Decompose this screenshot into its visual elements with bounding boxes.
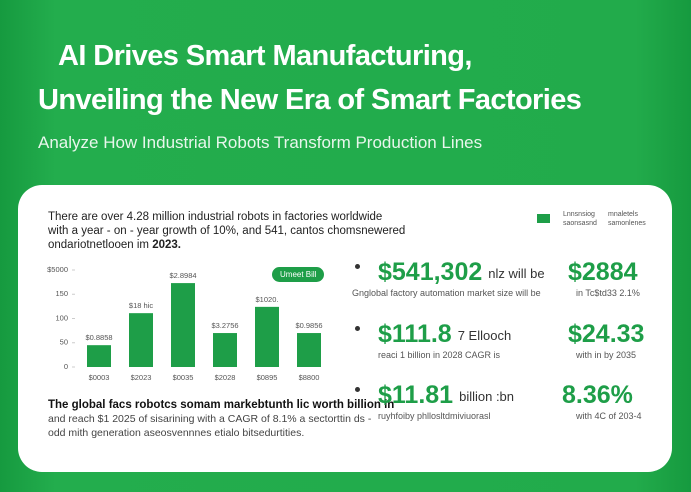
subtitle: Analyze How Industrial Robots Transform … (38, 133, 483, 152)
legend-text: Lnnsnsiog (563, 211, 595, 218)
y-tick-label: 0 (64, 362, 68, 371)
stat-caption: Gnglobal factory automation market size … (352, 288, 541, 298)
bar-label: $3.2756 (211, 321, 238, 330)
legend-item: Lnnsnsiog saonsasnd (563, 210, 597, 228)
stat-value: $111.8 (378, 320, 452, 348)
stat-right-caption: in Tc$td33 2.1% (576, 288, 640, 298)
intro-line: There are over 4.28 million industrial r… (48, 211, 383, 223)
legend-text: samonlenes (608, 220, 646, 227)
intro-text: ondariotnetlooen im (48, 239, 150, 251)
stat-value: $11.81 (378, 381, 454, 409)
legend-text: mnaletels (608, 211, 638, 218)
y-tick-label: 150 (55, 289, 68, 298)
bar (297, 333, 321, 367)
chart-badge: Umeet Bill (272, 267, 325, 282)
stat-right-caption: with in by 2035 (576, 350, 637, 360)
footer-line: odd mith generation aseosvennnes etialo … (48, 427, 305, 439)
bar (171, 283, 195, 367)
title-line: Unveiling the New Era of Smart Factories (38, 84, 582, 116)
title-line: AI Drives Smart Manufacturing, (58, 40, 472, 72)
y-tick-label: 100 (55, 313, 68, 322)
stat-unit: nlz will be (488, 266, 545, 281)
bar-label: $18 hic (129, 301, 153, 310)
stat-right-value: $2884 (568, 258, 638, 286)
x-tick-label: $2028 (215, 373, 236, 382)
x-tick-label: $2023 (131, 373, 152, 382)
card (18, 185, 672, 472)
bar-chart: 0 50 100 150 $5000 $0003 $0.8858 $2023 $18 hic $0… (47, 265, 322, 382)
bullet (355, 326, 360, 331)
bar (129, 313, 153, 367)
bar-label: $1020. (256, 295, 279, 304)
x-tick-label: $0895 (257, 373, 278, 382)
bar (87, 345, 111, 367)
stat-unit: billion :bn (459, 389, 515, 404)
x-tick-label: $8800 (299, 373, 320, 382)
stat-caption: reaci 1 billion in 2028 CAGR is (378, 350, 501, 360)
x-tick-label: $0035 (173, 373, 194, 382)
legend-swatch (537, 214, 550, 223)
intro-line: ondariotnetlooen im 2023. (48, 239, 181, 251)
stat-right-value: 8.36% (562, 381, 633, 409)
bar (213, 333, 237, 367)
legend-item: mnaletels samonlenes (608, 210, 646, 228)
bullet (355, 387, 360, 392)
footer-line: and reach $1 2025 of sisarining with a C… (48, 413, 372, 425)
bar-label: $0.8858 (85, 333, 112, 342)
intro-line: with a year - on - year growth of 10%, a… (48, 225, 406, 237)
intro-bold: 2023. (152, 239, 181, 251)
y-tick-label: 50 (60, 338, 68, 347)
bullet (355, 264, 360, 269)
bar-label: $2.8984 (169, 271, 196, 280)
bar-label: $0.9856 (295, 321, 322, 330)
stat-caption: ruyhfoiby phllosltdmiviuorasl (378, 411, 491, 421)
x-tick-label: $0003 (89, 373, 110, 382)
stat-right-value: $24.33 (568, 320, 645, 348)
stat-unit: 7 Ellooch (457, 328, 512, 343)
stat-right-caption: with 4C of 203-4 (576, 411, 642, 421)
footer-bold: The global facs robotcs somam markebtunt… (48, 399, 395, 411)
bar (255, 306, 279, 367)
stat-value: $541,302 (378, 258, 483, 286)
legend-text: saonsasnd (563, 220, 597, 227)
y-tick-label: $5000 (47, 265, 68, 274)
